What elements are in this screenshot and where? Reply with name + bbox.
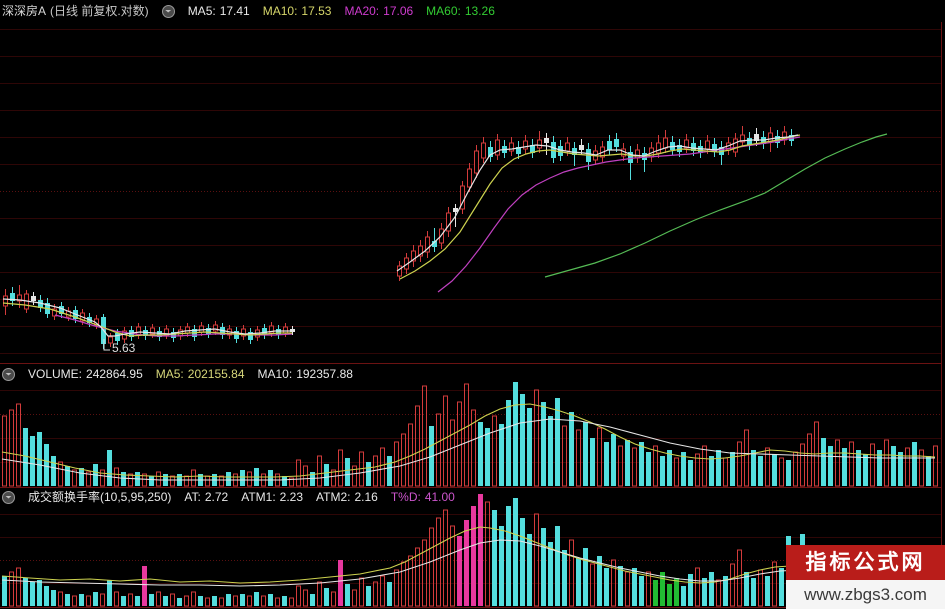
- ma5-indicator: MA5: 17.41: [187, 4, 250, 18]
- volume-ma5-indicator: MA5: 202155.84: [155, 367, 245, 381]
- turnover-indicator-name: 成交额换手率(10,5,95,250): [28, 490, 172, 504]
- ma10-indicator: MA10: 17.53: [262, 4, 332, 18]
- main-panel-toggle-icon[interactable]: [161, 4, 175, 18]
- watermark-site-url: www.zbgs3.com: [786, 580, 945, 609]
- stock-title: 深深房A: [2, 4, 47, 18]
- turnover-panel-header: 成交额换手率(10,5,95,250) AT: 2.72 ATM1: 2.23 AT…: [2, 490, 455, 504]
- ma60-indicator: MA60: 13.26: [426, 4, 495, 18]
- main-chart-header: 深深房A (日线 前复权.对数) MA5: 17.41 MA10: 17.53 MA…: [2, 4, 495, 18]
- volume-panel-header: VOLUME: 242864.95 MA5: 202155.84 MA10: 1923…: [2, 367, 353, 381]
- atm1-indicator: ATM1: 2.23: [241, 490, 304, 504]
- chart-period-label: (日线 前复权.对数): [50, 4, 149, 18]
- watermark-site-name: 指标公式网: [786, 545, 945, 580]
- atm2-indicator: ATM2: 2.16: [316, 490, 378, 504]
- tpd-indicator: T%D: 41.00: [390, 490, 455, 504]
- ma20-indicator: MA20: 17.06: [344, 4, 414, 18]
- volume-panel-toggle-icon[interactable]: [2, 367, 15, 381]
- turnover-panel-toggle-icon[interactable]: [2, 490, 15, 504]
- watermark: 指标公式网 www.zbgs3.com: [786, 545, 945, 609]
- volume-ma10-indicator: MA10: 192357.88: [257, 367, 353, 381]
- at-indicator: AT: 2.72: [184, 490, 229, 504]
- volume-indicator: VOLUME: 242864.95: [28, 367, 143, 381]
- price-low-label: 5.63: [112, 341, 136, 355]
